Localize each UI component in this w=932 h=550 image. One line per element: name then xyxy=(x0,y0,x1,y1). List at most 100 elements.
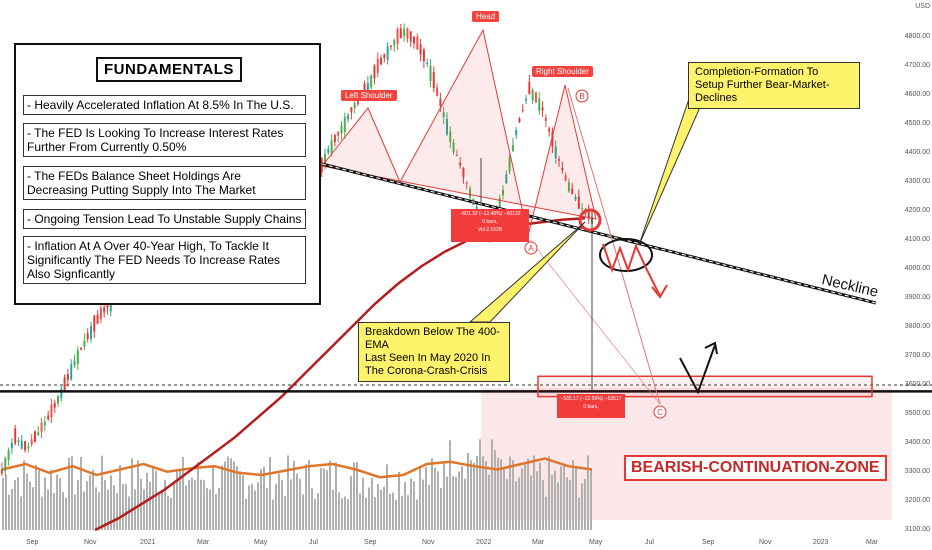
volume-bar xyxy=(227,456,229,530)
drop-info-1: −601.32 (−12.46%) −60132 0 bars, Vol 2.1… xyxy=(451,209,529,242)
y-axis-currency: USD xyxy=(915,3,930,10)
volume-bar xyxy=(500,459,502,530)
neckline xyxy=(321,162,877,305)
y-tick-label: 3300.00 xyxy=(904,468,930,475)
candle-body xyxy=(554,146,557,159)
volume-bar xyxy=(488,474,490,530)
fundamental-item: - Inflation At A Over 40-Year High, To T… xyxy=(23,236,306,284)
volume-bar xyxy=(308,459,310,530)
candle-body xyxy=(406,28,409,39)
volume-bar xyxy=(275,483,277,530)
volume-bar xyxy=(533,455,535,530)
volume-bar xyxy=(572,460,574,530)
x-tick-label: 2023 xyxy=(813,539,829,546)
candle-body xyxy=(76,349,79,364)
candle-body xyxy=(439,98,442,107)
candle-body xyxy=(103,307,106,313)
x-tick-label: Nov xyxy=(759,539,772,546)
y-tick-label: 4700.00 xyxy=(904,62,930,69)
volume-bar xyxy=(149,481,151,530)
volume-bar xyxy=(62,492,64,530)
candle-body xyxy=(60,388,63,398)
candle-body xyxy=(409,31,412,42)
x-tick-label: Mar xyxy=(197,539,210,546)
volume-bar xyxy=(158,493,160,530)
volume-bar xyxy=(479,439,481,530)
candle-body xyxy=(63,377,66,390)
point-c-circle xyxy=(653,405,667,419)
candle-body xyxy=(380,57,383,65)
down-arrowhead xyxy=(651,284,668,299)
drop-info-2: −535.17 (−12.99%) −53517 0 bars, xyxy=(557,394,625,418)
volume-bar xyxy=(2,477,4,530)
volume-bar xyxy=(332,489,334,530)
x-tick-label: Sep xyxy=(702,539,715,546)
candle-body xyxy=(432,72,435,89)
volume-bar xyxy=(59,478,61,530)
candle-body xyxy=(363,83,366,96)
volume-bar xyxy=(389,493,391,530)
volume-bar xyxy=(551,475,553,530)
fundamental-item: - The FEDs Balance Sheet Holdings Are De… xyxy=(23,166,306,200)
candle-body xyxy=(353,103,356,109)
drop-info-2-line2: 0 bars, xyxy=(583,404,599,410)
candle-body xyxy=(544,117,547,122)
candle-body xyxy=(4,458,7,471)
candle-body xyxy=(459,162,462,166)
volume-bar xyxy=(134,489,136,530)
candle-body xyxy=(333,135,336,143)
volume-bar xyxy=(47,489,49,530)
retest-ellipse xyxy=(599,238,653,272)
candle-body xyxy=(581,208,584,210)
candle-body xyxy=(399,28,402,39)
candle-body xyxy=(521,109,524,111)
candle-body xyxy=(541,107,544,111)
volume-bar xyxy=(143,489,145,530)
candle-body xyxy=(449,131,452,143)
candle-body xyxy=(99,307,102,320)
volume-bar xyxy=(107,489,109,530)
volume-bar xyxy=(86,481,88,530)
x-tick-label: May xyxy=(254,539,268,546)
volume-bar xyxy=(347,499,349,530)
head-shoulders-shape xyxy=(321,28,597,237)
volume-bar xyxy=(29,481,31,530)
volume-bar xyxy=(131,458,133,530)
volume-bar xyxy=(467,452,469,530)
volume-bar xyxy=(338,492,340,530)
candle-body xyxy=(14,428,17,444)
candle-body xyxy=(413,36,416,44)
candle-body xyxy=(419,44,422,55)
point-b-circle xyxy=(575,89,589,103)
candle-body xyxy=(587,210,590,220)
candle-body xyxy=(393,40,396,46)
volume-bar xyxy=(272,499,274,530)
candle-body xyxy=(455,154,458,156)
candle-body xyxy=(366,82,369,91)
volume-bar xyxy=(503,469,505,530)
y-tick-label: 3100.00 xyxy=(904,526,930,533)
candle-body xyxy=(534,92,537,103)
volume-bar xyxy=(431,458,433,530)
drop-info-1-line2: 0 bars, xyxy=(482,219,498,225)
candle-body xyxy=(57,396,60,404)
volume-bar xyxy=(95,487,97,530)
candle-body xyxy=(73,360,76,366)
volume-bar xyxy=(170,497,172,530)
volume-bar xyxy=(413,481,415,530)
volume-bar xyxy=(392,492,394,530)
candle-body xyxy=(93,315,96,332)
candle-body xyxy=(538,98,541,111)
candle-body xyxy=(373,65,376,79)
volume-bar xyxy=(353,462,355,530)
candle-body xyxy=(525,98,528,101)
candle-body xyxy=(24,441,27,451)
volume-bar xyxy=(239,471,241,530)
candle-body xyxy=(370,75,373,88)
volume-bar xyxy=(26,473,28,530)
breakdown-circle xyxy=(578,208,602,232)
volume-bar xyxy=(155,470,157,530)
volume-bar xyxy=(440,487,442,530)
candle-body xyxy=(403,28,406,37)
volume-bar xyxy=(245,498,247,530)
